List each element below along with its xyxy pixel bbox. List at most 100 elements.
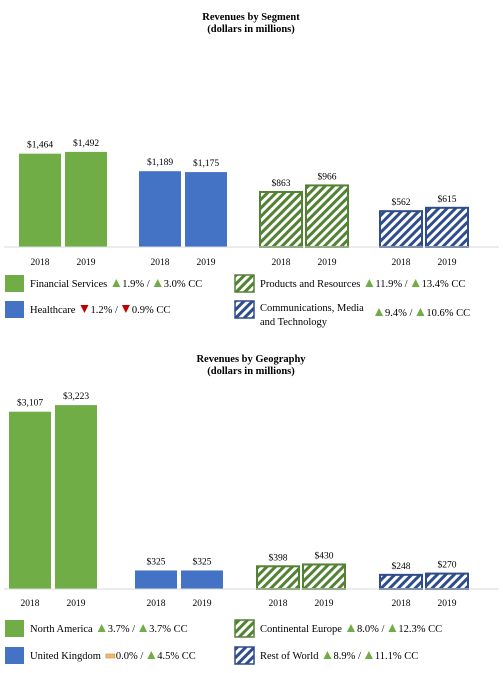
geography-bars: $3,107 2018 $3,223 2019 $325 2018 $325 2019 $398… <box>9 391 469 609</box>
up-triangle-icon <box>323 651 332 659</box>
segment-chart: Revenues by Segment (dollars in millions… <box>4 12 499 328</box>
year-label-rest-of-world-2019: 2019 <box>438 599 457 609</box>
flat-dash-icon <box>105 653 116 659</box>
data-label-united-kingdom-2018: $325 <box>147 556 166 567</box>
change-text: 11.1% CC <box>375 651 418 662</box>
bar-continental-europe-2018 <box>256 565 300 590</box>
down-triangle-icon <box>121 305 130 313</box>
legend-label: North America <box>30 624 93 635</box>
up-triangle-icon <box>364 651 373 659</box>
year-label-continental-europe-2019: 2019 <box>315 599 334 609</box>
data-label-communications-media-and-technology-2019: $615 <box>438 194 457 205</box>
legend-label: Products and Resources <box>260 279 360 290</box>
bar-north-america-2018 <box>9 411 51 589</box>
up-triangle-icon <box>97 624 106 632</box>
year-label-products-and-resources-2018: 2018 <box>272 258 291 268</box>
data-label-north-america-2019: $3,223 <box>63 391 89 402</box>
segment-chart-subtitle: (dollars in millions) <box>207 24 295 35</box>
change-text: 3.7% CC <box>149 624 188 635</box>
data-label-continental-europe-2019: $430 <box>315 550 334 561</box>
legend-label: Communications, Media and Technology <box>260 303 364 328</box>
change-text: 4.5% CC <box>157 651 196 662</box>
data-label-financial-services-2019: $1,492 <box>73 138 99 149</box>
data-label-rest-of-world-2019: $270 <box>438 560 457 571</box>
legend-item-healthcare: Healthcare 1.2% / 0.9% CC <box>5 301 170 318</box>
legend-swatch <box>5 275 24 292</box>
bar-united-kingdom-2019 <box>181 570 223 589</box>
legend-item-continental-europe: Continental Europe 8.0% / 12.3% CC <box>234 619 442 638</box>
bar-communications-media-and-technology-2019 <box>425 206 469 248</box>
data-label-financial-services-2018: $1,464 <box>27 140 53 151</box>
data-label-products-and-resources-2019: $966 <box>318 171 337 182</box>
change-text: 0.9% CC <box>132 305 171 316</box>
bar-north-america-2019 <box>55 405 97 589</box>
data-label-products-and-resources-2018: $863 <box>272 178 291 189</box>
legend-label: Rest of World <box>260 651 319 662</box>
year-label-united-kingdom-2019: 2019 <box>193 599 212 609</box>
legend-item-united-kingdom: United Kingdom 0.0% / 4.5% CC <box>5 647 196 664</box>
data-label-rest-of-world-2018: $248 <box>392 561 411 572</box>
up-triangle-icon <box>375 308 383 316</box>
year-label-continental-europe-2018: 2018 <box>269 599 288 609</box>
bar-healthcare-2019 <box>185 172 227 247</box>
up-triangle-icon <box>411 279 420 287</box>
legend-item-communications-media-and-technology: Communications, Media and Technology 9.4% … <box>234 300 470 328</box>
up-triangle-icon <box>153 279 162 287</box>
year-label-united-kingdom-2018: 2018 <box>147 599 166 609</box>
geography-legend: North America 3.7% / 3.7% CC United Kingdom… <box>5 619 442 665</box>
year-label-rest-of-world-2018: 2018 <box>392 599 411 609</box>
legend-swatch <box>234 274 255 293</box>
data-label-healthcare-2018: $1,189 <box>147 157 173 168</box>
bar-financial-services-2019 <box>65 151 107 247</box>
year-label-communications-media-and-technology-2018: 2018 <box>392 258 411 268</box>
bar-rest-of-world-2018 <box>379 573 423 591</box>
change-text: 1.9% / <box>122 279 149 290</box>
bar-continental-europe-2019 <box>302 563 346 591</box>
segment-bars: $1,464 2018 $1,492 2019 $1,189 2018 $1,175 2019… <box>19 138 469 268</box>
change-text: 8.9% / <box>333 651 360 662</box>
year-label-communications-media-and-technology-2019: 2019 <box>438 258 457 268</box>
change-text: 1.2% / <box>90 305 117 316</box>
year-label-healthcare-2019: 2019 <box>197 258 216 268</box>
legend-item-rest-of-world: Rest of World 8.9% / 11.1% CC <box>234 646 418 665</box>
year-label-financial-services-2019: 2019 <box>77 258 96 268</box>
bar-rest-of-world-2019 <box>425 572 469 590</box>
change-text: 3.0% CC <box>164 279 203 290</box>
bar-products-and-resources-2019 <box>305 184 349 248</box>
legend-item-financial-services: Financial Services 1.9% / 3.0% CC <box>5 275 202 292</box>
up-triangle-icon <box>147 651 156 659</box>
geography-chart-title: Revenues by Geography <box>196 354 306 365</box>
legend-swatch <box>5 647 24 664</box>
change-text: 9.4% / <box>385 308 412 319</box>
up-triangle-icon <box>365 279 374 287</box>
bar-products-and-resources-2018 <box>259 190 303 248</box>
change-text: 0.0% / <box>116 651 143 662</box>
year-label-healthcare-2018: 2018 <box>151 258 170 268</box>
change-text: 10.6% CC <box>426 308 470 319</box>
data-label-healthcare-2019: $1,175 <box>193 158 219 169</box>
segment-chart-title: Revenues by Segment <box>202 12 300 23</box>
segment-legend: Financial Services 1.9% / 3.0% CC Healthcar… <box>5 274 470 328</box>
up-triangle-icon <box>416 308 425 316</box>
data-label-north-america-2018: $3,107 <box>17 398 43 409</box>
bar-healthcare-2018 <box>139 171 181 247</box>
legend-item-products-and-resources: Products and Resources 11.9% / 13.4% CC <box>234 274 466 293</box>
geography-chart: Revenues by Geography (dollars in millio… <box>4 354 499 665</box>
bar-united-kingdom-2018 <box>135 570 177 589</box>
up-triangle-icon <box>346 624 355 632</box>
legend-swatch <box>234 619 255 638</box>
change-text: 13.4% CC <box>422 279 466 290</box>
legend-swatch <box>5 620 24 637</box>
change-text: 11.9% / <box>375 279 407 290</box>
legend-swatch <box>5 301 24 318</box>
legend-label: Healthcare <box>30 305 76 316</box>
change-text: 12.3% CC <box>398 624 442 635</box>
bar-communications-media-and-technology-2018 <box>379 210 423 248</box>
year-label-products-and-resources-2019: 2019 <box>318 258 337 268</box>
year-label-north-america-2018: 2018 <box>21 599 40 609</box>
data-label-united-kingdom-2019: $325 <box>193 556 212 567</box>
geography-chart-subtitle: (dollars in millions) <box>207 366 295 377</box>
data-label-communications-media-and-technology-2018: $562 <box>392 197 411 208</box>
up-triangle-icon <box>112 279 121 287</box>
